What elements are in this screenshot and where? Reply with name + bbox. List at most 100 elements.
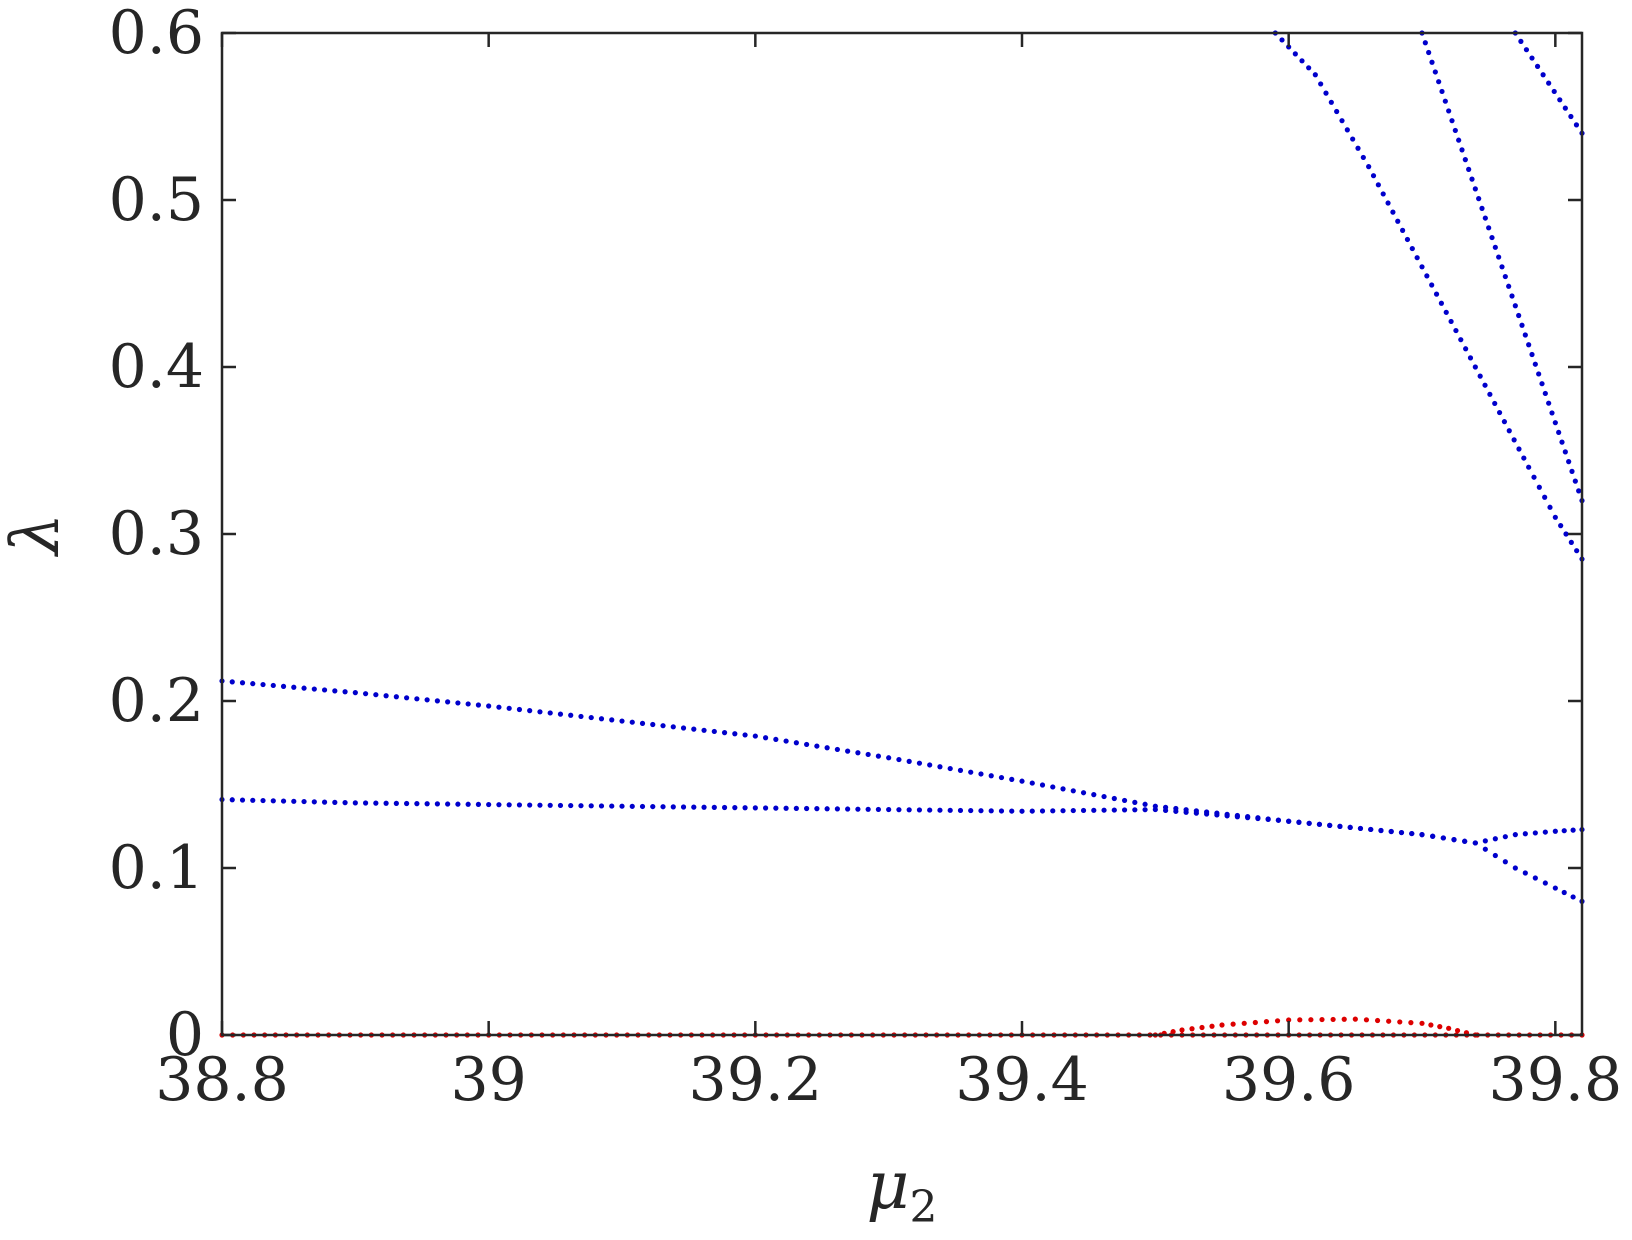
data-point: [1337, 823, 1343, 829]
data-point: [393, 694, 399, 700]
data-point: [1448, 318, 1454, 325]
data-point: [1241, 1020, 1247, 1026]
data-point: [1521, 455, 1527, 461]
data-point: [1429, 59, 1435, 65]
data-point: [1255, 815, 1261, 822]
data-point: [1360, 154, 1366, 161]
data-point: [1039, 808, 1046, 814]
data-point: [1312, 72, 1318, 78]
data-point: [250, 797, 256, 803]
data-point: [1297, 1017, 1303, 1023]
data-point: [434, 698, 440, 704]
data-point: [1519, 322, 1525, 328]
data-point: [1101, 793, 1107, 800]
data-point: [598, 716, 605, 722]
data-point: [1451, 837, 1457, 843]
data-point: [1562, 449, 1568, 455]
data-point: [875, 753, 882, 759]
data-point: [393, 800, 399, 806]
data-point: [1306, 65, 1312, 71]
data-point: [1523, 47, 1530, 53]
data-point: [291, 798, 297, 804]
data-point: [1265, 816, 1271, 823]
data-point: [321, 687, 328, 693]
data-point: [1499, 264, 1505, 270]
data-point: [1542, 390, 1548, 397]
data-point: [1091, 807, 1097, 813]
data-point: [270, 682, 276, 689]
data-point: [1552, 514, 1558, 520]
data-point: [1536, 484, 1542, 490]
data-point: [1433, 291, 1440, 297]
data-point: [1551, 88, 1557, 95]
data-point: [383, 693, 389, 699]
data-point: [1512, 865, 1518, 871]
data-point: [1518, 38, 1524, 44]
data-point: [1296, 819, 1302, 825]
data-point: [660, 804, 666, 810]
data-point: [1570, 827, 1576, 833]
data-point: [516, 802, 523, 808]
data-point: [537, 802, 543, 808]
data-point: [1526, 342, 1532, 348]
data-point: [1162, 807, 1169, 814]
data-point: [1386, 1018, 1392, 1024]
data-point: [762, 805, 769, 811]
data-point: [1395, 218, 1401, 224]
data-point: [332, 799, 338, 805]
data-point: [1522, 332, 1528, 338]
data-point: [619, 718, 625, 724]
data-point: [1556, 429, 1562, 436]
data-point: [1352, 1016, 1358, 1022]
data-point: [1152, 806, 1158, 813]
data-point: [906, 758, 912, 764]
data-point: [1234, 814, 1240, 820]
data-point: [598, 803, 605, 809]
data-point: [1469, 176, 1475, 182]
data-point: [424, 801, 430, 807]
data-point: [1121, 797, 1128, 804]
data-point: [1562, 105, 1568, 111]
data-point: [1426, 49, 1432, 56]
x-axis-label-main: μ: [867, 1147, 910, 1224]
data-point: [424, 697, 430, 703]
data-point: [1183, 809, 1189, 815]
data-point: [1573, 122, 1580, 128]
data-point: [1316, 821, 1323, 827]
data-point: [1029, 780, 1035, 786]
data-point: [1429, 282, 1435, 288]
data-point: [1516, 312, 1522, 319]
data-point: [1446, 1025, 1452, 1031]
data-point: [1419, 1020, 1425, 1026]
data-point: [578, 803, 584, 809]
data-point: [1561, 828, 1567, 834]
y-tick-label: 0.2: [109, 666, 204, 736]
series-3: [1419, 30, 1585, 504]
data-point: [947, 807, 953, 813]
data-point: [1286, 818, 1292, 824]
data-point: [691, 804, 697, 810]
data-point: [1557, 97, 1563, 103]
data-point: [1308, 1017, 1314, 1023]
data-point: [701, 804, 707, 810]
data-point: [250, 681, 256, 687]
data-point: [1454, 1027, 1461, 1034]
data-point: [1214, 812, 1220, 818]
data-point: [362, 800, 369, 806]
data-point: [1534, 63, 1541, 69]
data-point: [1509, 293, 1515, 299]
data-point: [1552, 420, 1558, 426]
data-point: [475, 801, 482, 808]
data-point: [855, 750, 861, 756]
data-point: [1428, 1022, 1434, 1028]
data-point: [527, 708, 533, 714]
data-point: [1442, 98, 1448, 104]
x-tick-label: 39.2: [689, 1045, 823, 1115]
data-point: [1502, 834, 1508, 840]
data-point: [1459, 147, 1465, 153]
data-point: [1486, 225, 1492, 231]
data-point: [1559, 439, 1565, 445]
data-point: [1506, 283, 1512, 289]
data-point: [1436, 79, 1442, 85]
data-point: [927, 762, 933, 768]
